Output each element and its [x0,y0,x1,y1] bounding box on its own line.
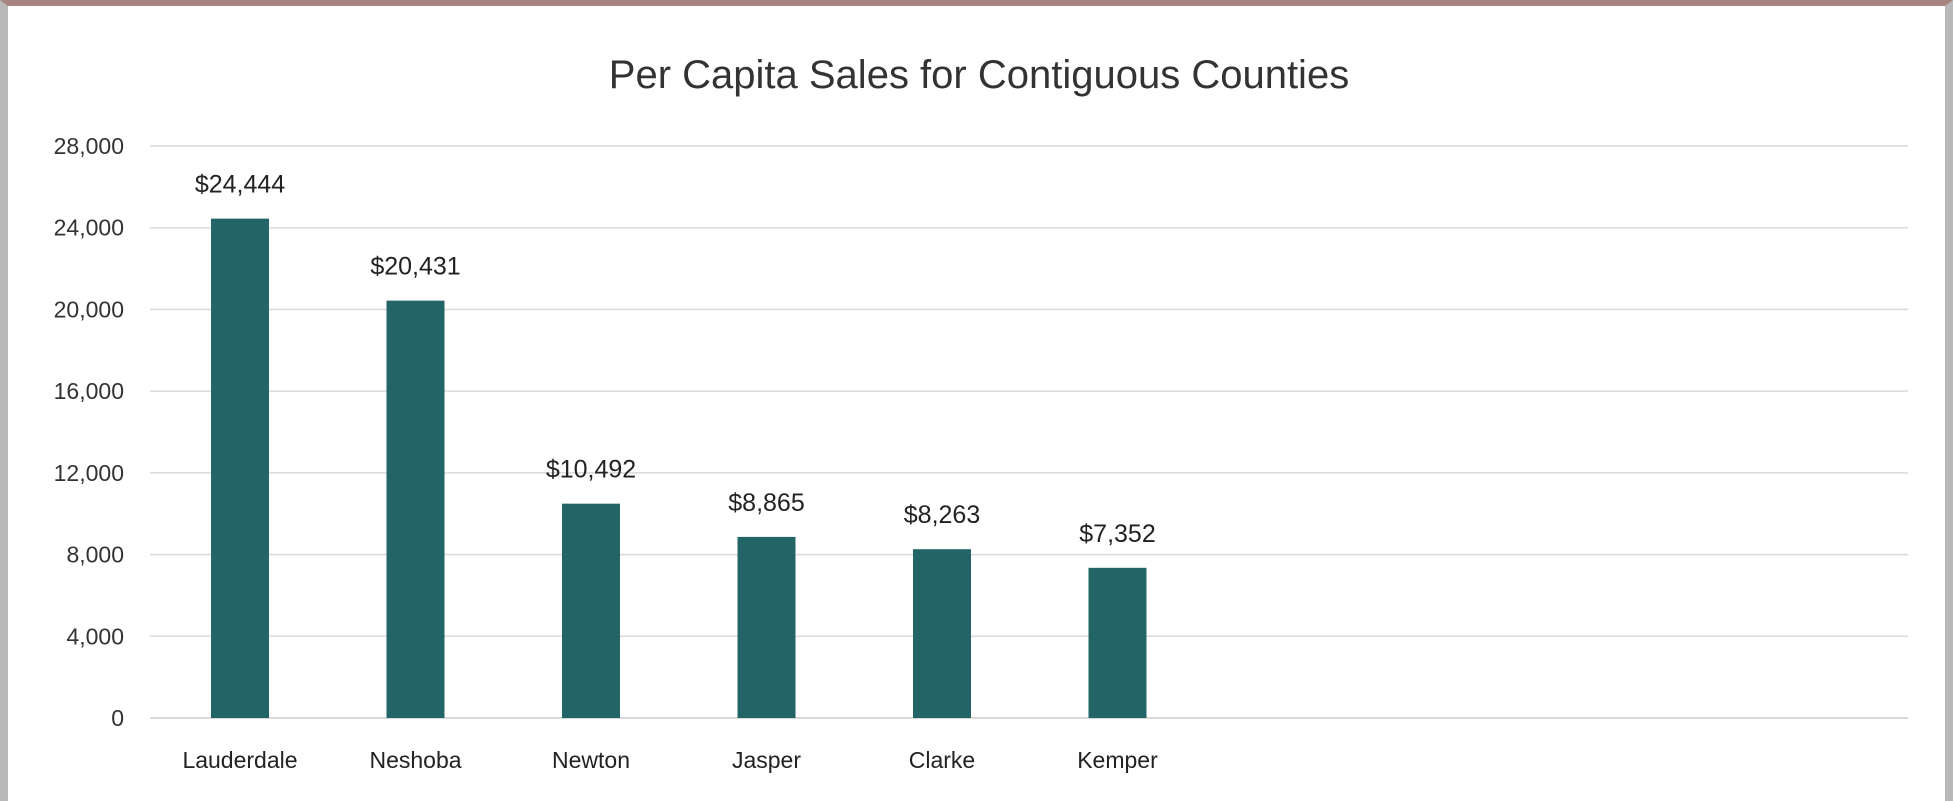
bar [562,503,620,718]
y-tick-label: 12,000 [54,460,124,486]
x-category-label: Newton [552,747,630,773]
bar [737,536,796,718]
x-category-label: Jasper [732,747,801,773]
bar [1088,567,1147,718]
y-axis-tick-labels: 0 4,000 8,000 12,000 16,000 20,000 24,000 28,00… [54,133,124,731]
y-tick-label: 24,000 [54,215,124,241]
data-label: $10,492 [546,456,636,484]
chart-title: Per Capita Sales for Contiguous Counties [609,53,1349,97]
data-labels: $24,444 $20,431 $10,492 $8,865 $8,263 $7,352 [195,171,1156,548]
y-tick-label: 8,000 [66,542,124,568]
x-category-label: Neshoba [369,747,461,773]
y-tick-label: 16,000 [54,378,124,404]
data-label: $7,352 [1079,520,1155,548]
bar [211,218,269,719]
x-category-label: Clarke [909,747,975,773]
x-category-label: Kemper [1077,747,1158,773]
bar [913,549,971,718]
data-label: $8,865 [728,489,804,517]
y-tick-label: 4,000 [66,623,124,649]
y-tick-label: 20,000 [54,296,124,322]
y-tick-label: 0 [111,705,124,731]
y-tick-label: 28,000 [54,133,124,159]
data-label: $20,431 [370,253,460,281]
bars [211,218,1147,719]
data-label: $24,444 [195,171,285,199]
x-axis-category-labels: Lauderdale Neshoba Newton Jasper Clarke Kempe… [182,747,1158,773]
bar [386,300,445,718]
data-label: $8,263 [904,501,980,529]
x-category-label: Lauderdale [182,747,297,773]
